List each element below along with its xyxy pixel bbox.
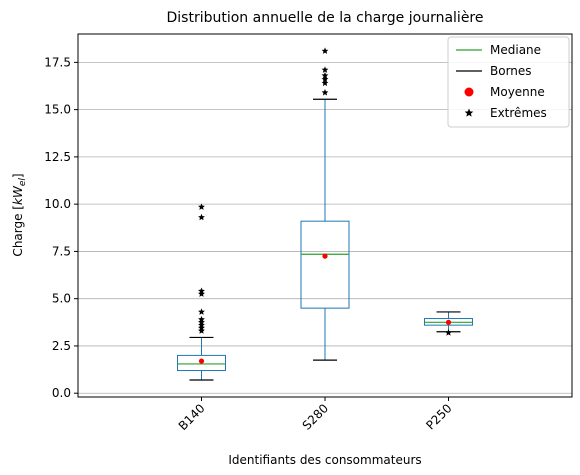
boxes: [177, 47, 473, 381]
outlier-marker: [198, 287, 205, 295]
x-axis-label: Identifiants des consommateurs: [228, 453, 421, 467]
legend-item: Mediane: [456, 43, 541, 57]
legend-label: Mediane: [490, 43, 541, 57]
mean-marker: [198, 358, 205, 364]
outlier-marker: [321, 79, 329, 87]
legend-item: Bornes: [456, 64, 532, 78]
outlier-marker: [198, 213, 205, 221]
x-tick-label: S280: [300, 401, 331, 432]
chart-title: Distribution annuelle de la charge journ…: [166, 10, 483, 26]
legend-item: Moyenne: [464, 85, 545, 99]
x-axis: B140 S280 P250: [176, 397, 455, 433]
outlier-marker: [321, 89, 329, 96]
legend-label: Moyenne: [490, 85, 545, 99]
outlier-marker: [198, 318, 205, 326]
y-tick-label: 10.0: [44, 197, 71, 211]
y-tick-label: 17.5: [44, 55, 71, 69]
outlier-marker: [198, 324, 205, 331]
x-tick-label: B140: [176, 401, 208, 433]
outlier-marker: [198, 290, 205, 297]
outlier-marker: [321, 71, 329, 79]
box-iqr: [177, 354, 226, 372]
outlier-marker: [198, 321, 205, 329]
box-S280: [300, 47, 350, 361]
legend-label: Extrêmes: [490, 106, 547, 120]
y-tick-label: 7.5: [52, 244, 71, 258]
outlier-marker: [198, 203, 205, 210]
legend-label: Bornes: [490, 64, 532, 78]
outlier-marker: [198, 315, 205, 323]
y-axis-label: Charge [kWel]: [11, 173, 28, 256]
outlier-marker: [321, 47, 329, 54]
y-tick-label: 2.5: [52, 339, 71, 353]
legend-frame: [447, 36, 570, 128]
legend-item: Extrêmes: [464, 106, 547, 120]
legend: Mediane Bornes Moyenne Extrêmes: [447, 36, 570, 128]
x-tick-label: P250: [423, 401, 454, 432]
outlier-marker: [321, 66, 329, 73]
y-tick-label: 0.0: [52, 386, 71, 400]
box-iqr: [300, 220, 350, 309]
y-tick-label: 12.5: [44, 150, 71, 164]
y-axis: 0.0 2.5 5.0 7.5 10.0 12.5 15.0 17.5: [44, 55, 78, 400]
y-tick-label: 5.0: [52, 292, 71, 306]
y-tick-label: 15.0: [44, 103, 71, 117]
box-B140: [177, 203, 226, 381]
outlier-marker: [445, 329, 452, 336]
legend-swatch-star: [464, 108, 474, 117]
mean-marker: [322, 253, 328, 259]
outlier-marker: [198, 327, 205, 334]
outlier-marker: [321, 75, 329, 83]
box-P250: [424, 311, 473, 336]
outlier-marker: [198, 308, 205, 315]
legend-swatch-dot: [464, 87, 474, 97]
mean-marker: [445, 319, 452, 325]
